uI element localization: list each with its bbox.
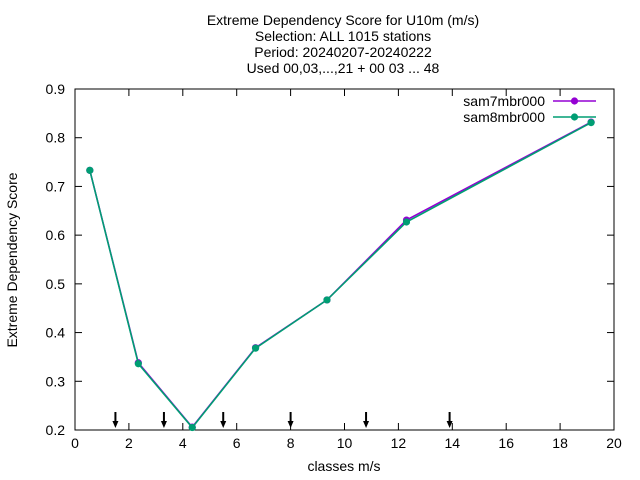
- title-line-4: Used 00,03,...,21 + 00 03 ... 48: [247, 60, 440, 76]
- data-point: [402, 218, 411, 226]
- data-point: [251, 344, 260, 352]
- x-axis-label: classes m/s: [307, 458, 380, 474]
- x-tick-label: 16: [498, 435, 514, 451]
- plot-frame: [74, 88, 615, 431]
- class-boundary-arrow: [160, 412, 167, 428]
- class-boundary-arrow: [363, 412, 370, 428]
- data-point: [587, 119, 595, 127]
- title-line-1: Extreme Dependency Score for U10m (m/s): [207, 12, 479, 28]
- axis-ticks: 0 2 4 6 8 10 12 14 16 18 20 0.2 0.3 0.4 0.5 0.6 0.7 0.8 0.…: [46, 81, 622, 451]
- legend-swatch-marker: [570, 113, 579, 121]
- data-point: [188, 423, 196, 432]
- x-tick-label: 0: [71, 435, 79, 451]
- legend-entry: sam8mbr000: [463, 109, 596, 125]
- y-tick-label: 0.6: [46, 227, 66, 243]
- title-line-2: Selection: ALL 1015 stations: [255, 28, 431, 44]
- x-tick-label: 4: [179, 435, 187, 451]
- class-boundary-arrow: [112, 412, 119, 428]
- data-point: [134, 360, 142, 368]
- series-sam7mbr000: [86, 118, 595, 431]
- series-layer: [86, 118, 595, 432]
- class-boundary-arrow: [287, 412, 294, 428]
- title-line-3: Period: 20240207-20240222: [254, 44, 432, 60]
- y-tick-label: 0.4: [46, 325, 66, 341]
- y-tick-label: 0.2: [46, 422, 66, 438]
- y-tick-label: 0.9: [46, 81, 66, 97]
- class-boundary-arrow: [220, 412, 227, 428]
- x-tick-label: 2: [125, 435, 133, 451]
- data-point: [323, 296, 331, 304]
- class-boundary-arrow: [446, 412, 453, 428]
- series-sam8mbr000: [86, 119, 595, 432]
- y-tick-label: 0.5: [46, 276, 66, 292]
- x-tick-label: 14: [445, 435, 461, 451]
- legend-swatch-marker: [570, 97, 579, 105]
- x-tick-label: 20: [606, 435, 622, 451]
- data-point: [86, 166, 94, 174]
- legend-label: sam8mbr000: [463, 109, 545, 125]
- y-tick-label: 0.8: [46, 130, 66, 146]
- y-axis-label: Extreme Dependency Score: [4, 172, 20, 347]
- x-tick-label: 6: [233, 435, 241, 451]
- legend-label: sam7mbr000: [463, 93, 545, 109]
- series-line: [89, 121, 592, 429]
- y-tick-label: 0.7: [46, 178, 66, 194]
- x-tick-label: 8: [287, 435, 295, 451]
- x-tick-label: 12: [391, 435, 407, 451]
- y-tick-label: 0.3: [46, 373, 66, 389]
- x-tick-label: 10: [337, 435, 353, 451]
- series-line: [89, 121, 592, 429]
- chart-title: Extreme Dependency Score for U10m (m/s) …: [207, 12, 479, 76]
- class-markers: [112, 412, 453, 428]
- legend-entry: sam7mbr000: [463, 93, 596, 109]
- x-tick-label: 18: [552, 435, 568, 451]
